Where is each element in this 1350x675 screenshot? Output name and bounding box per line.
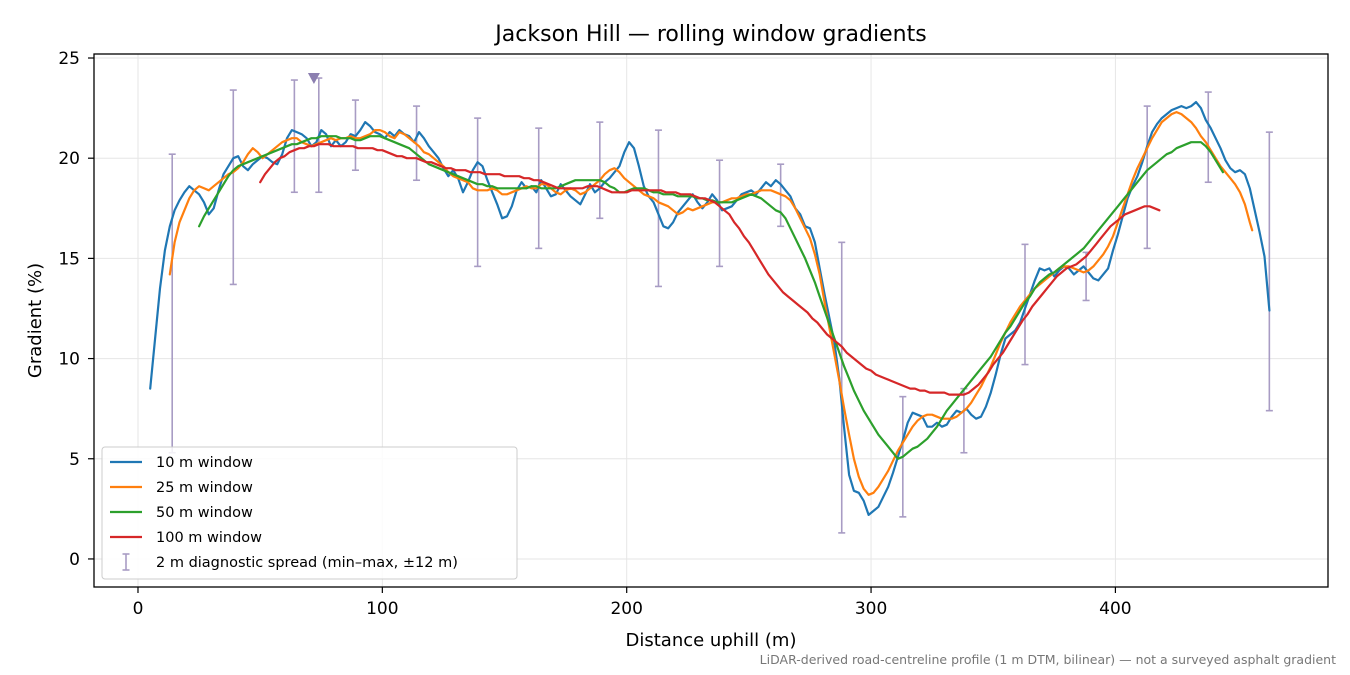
error-bar [1204,91,1212,184]
axis-ticks: 0 100 200 300 400 0 5 10 15 20 25 [58,49,1131,619]
footnote: LiDAR-derived road-centreline profile (1… [760,652,1336,667]
legend-label: 25 m window [156,480,253,496]
legend-label: 2 m diagnostic spread (min–max, ±12 m) [156,555,458,571]
legend-swatch-errorbar [122,553,130,571]
x-tick-label: 0 [133,599,144,619]
error-bar [654,129,662,288]
y-tick-label: 20 [58,149,80,169]
series-layer [149,77,1273,534]
x-tick-label: 100 [366,599,398,619]
plot-frame [93,53,1329,588]
legend-label: 100 m window [156,530,262,546]
series-line-1 [149,101,1271,516]
peak-marker [307,73,320,85]
y-tick-label: 5 [69,450,80,470]
error-bar-series [168,77,1273,534]
marker-layer [307,73,320,85]
y-tick-label: 15 [58,249,80,269]
y-tick-label: 25 [58,49,80,69]
legend-box [101,446,518,580]
legend: 10 m window 25 m window 50 m window 100 m w… [101,446,518,580]
x-tick-label: 300 [855,599,887,619]
x-tick-label: 400 [1099,599,1131,619]
legend-label: 10 m window [156,455,253,471]
y-tick-label: 0 [69,550,80,570]
error-bar [596,121,604,220]
y-tick-label: 10 [58,350,80,370]
y-axis-title: Gradient (%) [25,263,46,378]
error-bar [1143,105,1151,250]
error-bar [290,79,298,194]
error-bar [716,159,724,268]
chart-title: Jackson Hill — rolling window gradients [493,22,926,47]
x-tick-label: 200 [610,599,642,619]
x-axis-title: Distance uphill (m) [626,630,797,651]
error-bar [474,117,482,268]
legend-label: 50 m window [156,505,253,521]
error-bar [229,89,237,286]
grid [94,54,1328,587]
series-line-4 [259,143,1161,396]
error-bar [838,241,846,534]
error-bar [1265,131,1273,412]
